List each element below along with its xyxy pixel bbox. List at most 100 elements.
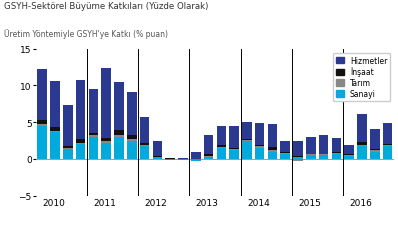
Bar xyxy=(63,148,72,149)
Bar xyxy=(268,152,277,159)
Bar xyxy=(63,146,72,148)
Bar xyxy=(140,147,149,159)
Bar xyxy=(344,156,354,159)
Bar xyxy=(344,155,354,156)
Bar xyxy=(152,158,162,159)
Bar xyxy=(293,156,303,157)
Text: GSYH-Sektörel Büyüme Katkıları (Yüzde Olarak): GSYH-Sektörel Büyüme Katkıları (Yüzde Ol… xyxy=(4,2,209,11)
Text: Üretim Yöntemiyle GSYH'ye Katkı (% puan): Üretim Yöntemiyle GSYH'ye Katkı (% puan) xyxy=(4,29,168,39)
Bar xyxy=(268,124,277,148)
Bar xyxy=(357,146,367,159)
Bar xyxy=(152,142,162,156)
Bar xyxy=(370,151,380,152)
Bar xyxy=(127,93,137,135)
Bar xyxy=(152,156,162,157)
Bar xyxy=(127,135,137,139)
Bar xyxy=(50,127,60,131)
Bar xyxy=(370,149,380,151)
Bar xyxy=(293,159,303,161)
Bar xyxy=(370,130,380,149)
Bar xyxy=(50,131,60,132)
Bar xyxy=(165,158,175,159)
Bar xyxy=(101,142,111,143)
Bar xyxy=(332,154,341,159)
Bar xyxy=(268,148,277,151)
Bar xyxy=(306,154,316,155)
Bar xyxy=(76,145,86,159)
Bar xyxy=(306,137,316,154)
Bar xyxy=(217,147,226,148)
Bar xyxy=(319,136,328,154)
Bar xyxy=(217,146,226,147)
Bar xyxy=(152,157,162,158)
Bar xyxy=(242,122,252,139)
Bar xyxy=(204,154,213,156)
Bar xyxy=(229,151,239,159)
Bar xyxy=(140,145,149,147)
Bar xyxy=(140,143,149,145)
Bar xyxy=(50,132,60,159)
Bar xyxy=(76,81,86,140)
Bar xyxy=(114,82,124,130)
Bar xyxy=(229,149,239,151)
Bar xyxy=(357,115,367,143)
Bar xyxy=(383,124,392,144)
Bar xyxy=(89,136,98,137)
Bar xyxy=(101,138,111,142)
Bar xyxy=(268,151,277,152)
Bar xyxy=(37,126,47,159)
Bar xyxy=(229,127,239,148)
Bar xyxy=(242,140,252,142)
Bar xyxy=(191,152,201,159)
Bar xyxy=(140,117,149,143)
Bar xyxy=(127,141,137,159)
Bar xyxy=(306,155,316,159)
Bar xyxy=(281,141,290,153)
Bar xyxy=(191,159,201,161)
Bar xyxy=(319,154,328,155)
Bar xyxy=(76,140,86,143)
Bar xyxy=(63,149,72,159)
Legend: Hizmetler, İnşaat, Tarım, Sanayi: Hizmetler, İnşaat, Tarım, Sanayi xyxy=(333,53,390,102)
Bar xyxy=(204,156,213,157)
Bar xyxy=(114,130,124,135)
Bar xyxy=(332,139,341,153)
Bar xyxy=(89,137,98,159)
Bar xyxy=(165,159,175,160)
Bar xyxy=(383,144,392,146)
Bar xyxy=(127,139,137,141)
Bar xyxy=(319,155,328,159)
Bar xyxy=(50,82,60,127)
Bar xyxy=(229,148,239,149)
Bar xyxy=(89,90,98,134)
Bar xyxy=(255,147,265,148)
Bar xyxy=(178,158,188,159)
Bar xyxy=(255,148,265,159)
Bar xyxy=(344,154,354,155)
Bar xyxy=(217,127,226,146)
Bar xyxy=(293,142,303,156)
Bar xyxy=(383,146,392,147)
Bar xyxy=(76,143,86,145)
Bar xyxy=(89,134,98,136)
Bar xyxy=(242,142,252,159)
Bar xyxy=(37,69,47,120)
Bar xyxy=(293,157,303,159)
Bar xyxy=(37,120,47,125)
Bar xyxy=(255,145,265,147)
Bar xyxy=(204,135,213,154)
Bar xyxy=(357,145,367,146)
Bar xyxy=(281,154,290,155)
Bar xyxy=(101,143,111,159)
Bar xyxy=(332,153,341,154)
Bar xyxy=(204,157,213,159)
Bar xyxy=(344,145,354,154)
Bar xyxy=(178,159,188,161)
Bar xyxy=(101,68,111,138)
Bar xyxy=(281,153,290,154)
Bar xyxy=(114,135,124,137)
Bar xyxy=(281,155,290,159)
Bar xyxy=(242,139,252,140)
Bar xyxy=(63,106,72,146)
Bar xyxy=(37,125,47,126)
